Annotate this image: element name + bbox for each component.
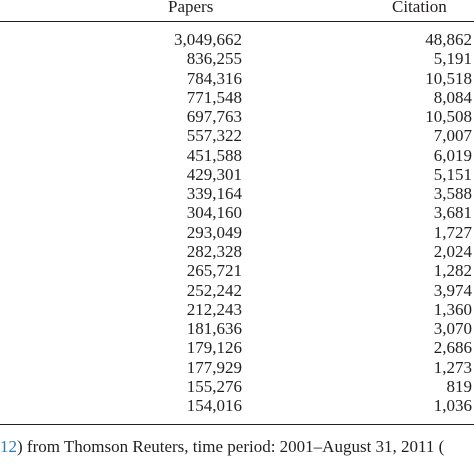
table-cell: 181,636 bbox=[186, 319, 242, 339]
table-cell: 784,316 bbox=[186, 68, 242, 88]
table-cell: 154,016 bbox=[186, 396, 242, 416]
table-cell: 293,049 bbox=[186, 222, 242, 242]
table-cell: 819 bbox=[446, 376, 473, 396]
table-cell: 3,681 bbox=[433, 203, 472, 223]
table-cell: 10,518 bbox=[425, 68, 472, 88]
table-cell: 304,160 bbox=[186, 203, 242, 223]
table-cell: 155,276 bbox=[186, 376, 242, 396]
table-cell: 282,328 bbox=[186, 241, 242, 261]
table-cell: 177,929 bbox=[186, 357, 242, 377]
table-cell: 265,721 bbox=[186, 261, 242, 281]
table-cell: 8,084 bbox=[433, 87, 472, 107]
table-cell: 1,273 bbox=[433, 357, 472, 377]
table-cell: 3,070 bbox=[433, 319, 472, 339]
table-cell: 252,242 bbox=[186, 280, 242, 300]
table-cell: 179,126 bbox=[186, 338, 242, 358]
table-cell: 3,974 bbox=[433, 280, 472, 300]
table-cell: 3,049,662 bbox=[174, 30, 242, 49]
table-cell: 451,588 bbox=[186, 145, 242, 165]
table-cell: 339,164 bbox=[186, 184, 242, 204]
table-cell: 697,763 bbox=[186, 107, 242, 127]
table-cell: 6,019 bbox=[433, 145, 472, 165]
footnote-text: ) from Thomson Reuters, time period: 200… bbox=[17, 437, 445, 456]
table-cell: 557,322 bbox=[186, 126, 242, 146]
table-cell: 836,255 bbox=[186, 49, 242, 69]
table-cell: 1,727 bbox=[433, 222, 472, 242]
table-cell: 5,191 bbox=[433, 49, 472, 69]
table-cell: 3,588 bbox=[433, 184, 472, 204]
table-rule bbox=[0, 424, 474, 425]
table-cell: 1,360 bbox=[433, 299, 472, 319]
table-cell: 2,024 bbox=[433, 241, 472, 261]
table-cell: 1,282 bbox=[433, 261, 472, 281]
table-cell: 7,007 bbox=[433, 126, 472, 146]
table-cell: 771,548 bbox=[186, 87, 242, 107]
header-rule bbox=[0, 21, 474, 22]
table-cell: 2,686 bbox=[433, 338, 472, 358]
table-cell: 5,151 bbox=[433, 164, 472, 184]
table-cell: 10,508 bbox=[425, 107, 472, 127]
table-cell: 48,862 bbox=[425, 30, 472, 49]
column-header: Papers bbox=[168, 0, 214, 16]
table-cell: 1,036 bbox=[433, 396, 472, 416]
table-cell: 212,243 bbox=[186, 299, 242, 319]
reference-link[interactable]: 12 bbox=[0, 437, 17, 456]
column-header: Citation bbox=[392, 0, 447, 16]
footnote: 12) from Thomson Reuters, time period: 2… bbox=[0, 437, 444, 457]
table-cell: 429,301 bbox=[186, 164, 242, 184]
